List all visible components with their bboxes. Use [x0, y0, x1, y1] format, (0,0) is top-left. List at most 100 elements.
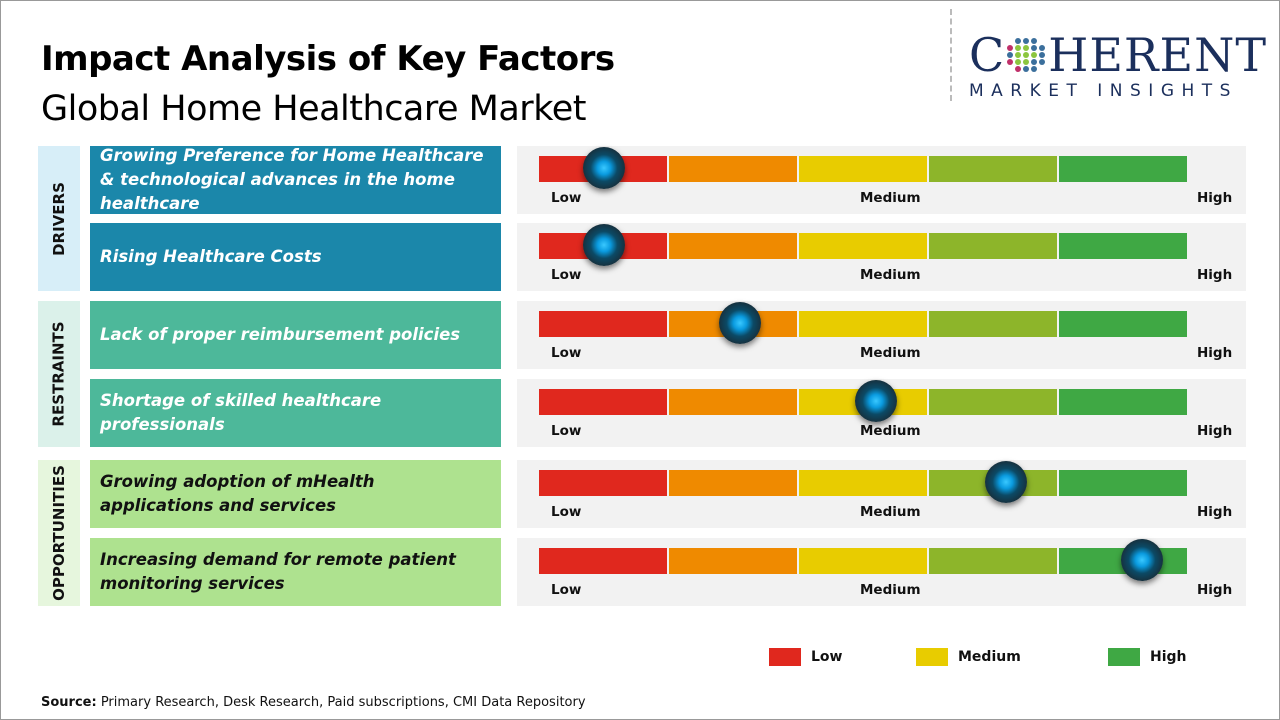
impact-marker	[854, 380, 897, 422]
scale-label-high: High	[1197, 345, 1233, 361]
legend-swatch	[769, 648, 801, 666]
globe-dot	[1023, 38, 1030, 44]
gauge-segment	[669, 156, 797, 182]
gauge-segment	[799, 470, 927, 496]
category-label: DRIVERS	[50, 181, 69, 256]
category-restraints: RESTRAINTS	[38, 301, 80, 447]
category-opportunities: OPPORTUNITIES	[38, 460, 80, 606]
gauge-bar	[539, 470, 1187, 496]
gauge-bar	[539, 156, 1187, 182]
scale-label-low: Low	[551, 267, 582, 283]
gauge-segment	[929, 548, 1057, 574]
impact-marker	[718, 302, 761, 344]
impact-gauge: Low Medium High	[517, 223, 1246, 291]
page-subtitle: Global Home Healthcare Market	[41, 89, 586, 129]
globe-dot	[1039, 38, 1045, 44]
logo-text: C	[969, 28, 1006, 82]
gauge-bar	[539, 233, 1187, 259]
source-label: Source:	[41, 695, 97, 710]
gauge-segment	[929, 156, 1057, 182]
legend-item-high: High	[1108, 648, 1187, 666]
gauge-segment	[539, 389, 667, 415]
globe-dot	[1031, 45, 1038, 51]
legend-swatch	[1108, 648, 1140, 666]
factor-label: Growing Preference for Home Healthcare &…	[90, 146, 501, 214]
gauge-segment	[1059, 156, 1187, 182]
globe-dot	[1023, 59, 1030, 65]
globe-dot	[1031, 66, 1038, 72]
gauge-segment	[1059, 233, 1187, 259]
gauge-segment	[669, 470, 797, 496]
scale-label-high: High	[1197, 190, 1233, 206]
scale-label-high: High	[1197, 267, 1233, 283]
scale-label-low: Low	[551, 582, 582, 598]
impact-marker	[984, 461, 1027, 503]
globe-dot	[1023, 52, 1030, 58]
impact-gauge: Low Medium High	[517, 146, 1246, 214]
gauge-segment	[539, 311, 667, 337]
impact-gauge: Low Medium High	[517, 538, 1246, 606]
scale-label-low: Low	[551, 345, 582, 361]
category-drivers: DRIVERS	[38, 146, 80, 291]
category-label: RESTRAINTS	[50, 321, 69, 427]
scale-label-medium: Medium	[860, 345, 921, 361]
globe-dot	[1023, 66, 1030, 72]
globe-dot	[1015, 59, 1022, 65]
scale-label-low: Low	[551, 423, 582, 439]
source-text: Primary Research, Desk Research, Paid su…	[96, 695, 586, 710]
scale-label-medium: Medium	[860, 190, 921, 206]
logo-text: HERENT	[1048, 28, 1268, 82]
globe-dot	[1015, 66, 1022, 72]
impact-gauge: Low Medium High	[517, 460, 1246, 528]
gauge-segment	[799, 311, 927, 337]
gauge-segment	[799, 548, 927, 574]
legend-label: Low	[811, 649, 843, 665]
legend-label: High	[1150, 649, 1187, 665]
factor-label: Growing adoption of mHealth applications…	[90, 460, 501, 528]
gauge-segment	[1059, 470, 1187, 496]
scale-label-medium: Medium	[860, 267, 921, 283]
scale-label-high: High	[1197, 504, 1233, 520]
factor-label: Shortage of skilled healthcare professio…	[90, 379, 501, 447]
impact-marker	[1120, 539, 1163, 581]
coherent-logo: C HERENT MARKET INSIGHTS	[969, 28, 1266, 101]
gauge-segment	[799, 156, 927, 182]
gauge-segment	[669, 233, 797, 259]
globe-dot	[1039, 59, 1046, 65]
scale-label-medium: Medium	[860, 582, 921, 598]
factor-label: Lack of proper reimbursement policies	[90, 301, 501, 369]
impact-gauge: Low Medium High	[517, 379, 1246, 447]
globe-dot	[1023, 45, 1030, 51]
factor-label: Rising Healthcare Costs	[90, 223, 501, 291]
scale-label-medium: Medium	[860, 504, 921, 520]
legend-item-medium: Medium	[916, 648, 1021, 666]
gauge-segment	[1059, 311, 1187, 337]
scale-label-high: High	[1197, 423, 1233, 439]
gauge-segment	[799, 233, 927, 259]
gauge-segment	[929, 389, 1057, 415]
category-label: OPPORTUNITIES	[50, 465, 68, 601]
logo-subtext: MARKET INSIGHTS	[969, 81, 1238, 101]
divider	[950, 9, 952, 101]
globe-dot	[1015, 38, 1022, 44]
globe-dot	[1007, 45, 1014, 51]
globe-dot	[1015, 52, 1022, 58]
gauge-segment	[929, 311, 1057, 337]
globe-dot	[1039, 52, 1046, 58]
gauge-bar	[539, 548, 1187, 574]
scale-label-medium: Medium	[860, 423, 921, 439]
gauge-segment	[669, 389, 797, 415]
impact-marker	[582, 224, 625, 266]
globe-dot	[1007, 38, 1013, 44]
impact-gauge: Low Medium High	[517, 301, 1246, 369]
factor-label: Increasing demand for remote patient mon…	[90, 538, 501, 606]
gauge-segment	[929, 233, 1057, 259]
globe-dot	[1007, 66, 1013, 72]
globe-dot	[1007, 59, 1014, 65]
gauge-segment	[539, 470, 667, 496]
globe-dot	[1031, 52, 1038, 58]
scale-label-high: High	[1197, 582, 1233, 598]
globe-dot	[1031, 38, 1038, 44]
globe-dot	[1039, 45, 1046, 51]
gauge-segment	[539, 548, 667, 574]
